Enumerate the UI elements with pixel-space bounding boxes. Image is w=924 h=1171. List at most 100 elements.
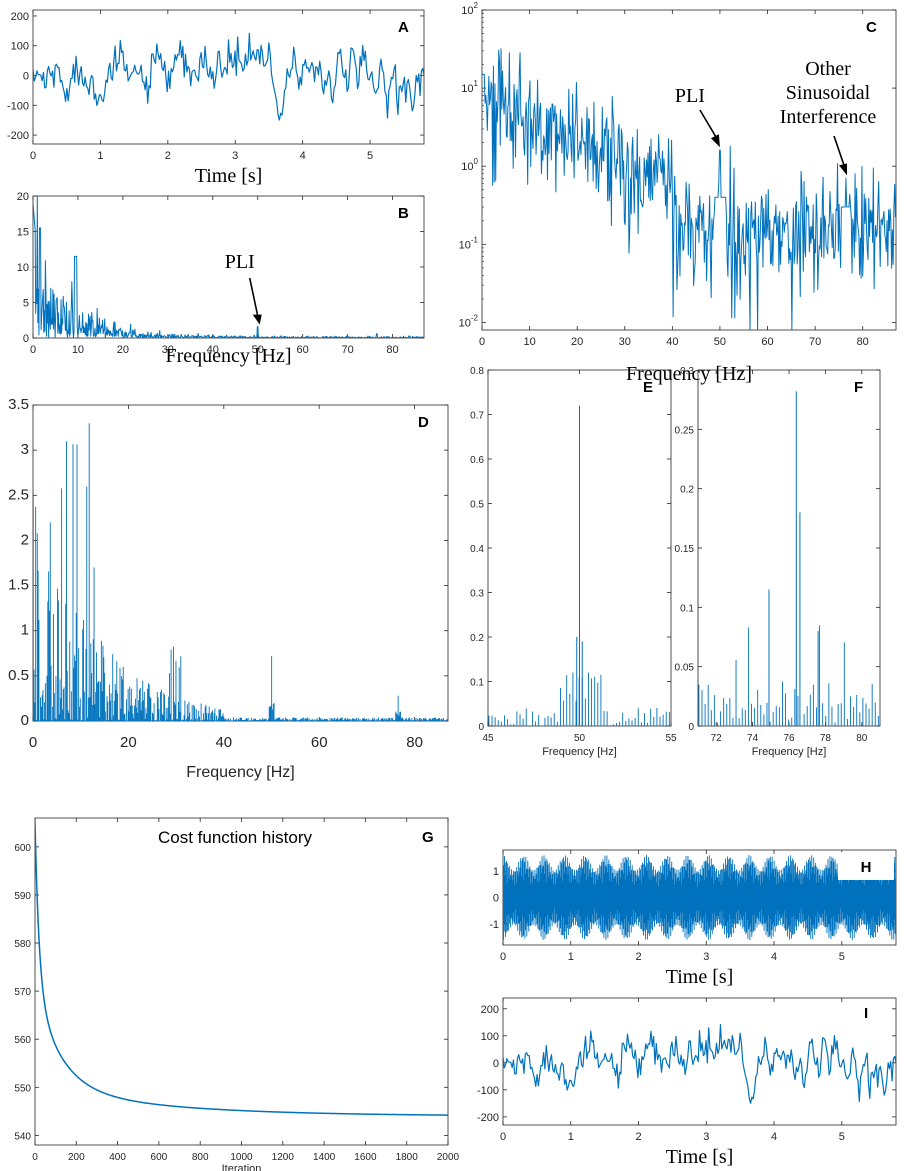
annotation-arrow-shaft [833, 135, 846, 169]
panel-d-series [33, 423, 448, 721]
x-tick-label: 20 [120, 734, 137, 751]
x-tick-label: 50 [574, 733, 586, 744]
y-tick-label: 0.7 [470, 411, 484, 422]
y-tick-label: 580 [14, 939, 31, 950]
y-tick-label: 590 [14, 891, 31, 902]
panel-i-series [503, 1023, 896, 1104]
panel-c: 0 10 20 30 40 50 60 70 80 102 101 100 10-1 10-2 C Frequ… [459, 1, 897, 385]
x-tick-label: 2000 [437, 1152, 460, 1163]
y-tick-label: -1 [489, 919, 499, 931]
x-tick-label: 20 [117, 344, 129, 356]
panel-g: 0 200 400 600 800 1000 1200 1400 1600 1800 2000 540… [14, 817, 460, 1171]
x-axis-label: Time [s] [195, 165, 263, 187]
x-tick-label: 4 [300, 150, 306, 162]
y-tick-label: 100 [461, 157, 478, 173]
y-tick-label: -200 [7, 130, 29, 142]
x-tick-label: 80 [386, 344, 398, 356]
panel-letter-b: B [398, 205, 409, 222]
axes-box [697, 369, 881, 727]
x-tick-label: 0 [29, 734, 37, 751]
axes-box [502, 997, 897, 1126]
y-tick-label: 2 [21, 531, 29, 548]
x-tick-label: 72 [711, 733, 723, 744]
x-tick-label: 1000 [230, 1152, 253, 1163]
y-tick-label: 0 [21, 712, 29, 729]
x-tick-label: 0 [500, 951, 506, 963]
panel-title: Cost function history [158, 828, 313, 847]
panel-a: 0 1 2 3 4 5 -200 -100 0 100 200 A Time [s] [7, 9, 425, 187]
x-tick-label: 1 [568, 1131, 574, 1143]
x-axis-label: Frequency [Hz] [165, 345, 291, 367]
x-tick-label: 2 [635, 951, 641, 963]
x-tick-label: 0 [30, 344, 36, 356]
panel-b-series [33, 196, 424, 338]
x-tick-label: 40 [666, 336, 678, 348]
x-tick-label: 600 [151, 1152, 168, 1163]
y-tick-label: 2.5 [8, 486, 29, 503]
panel-letter-d: D [418, 414, 429, 431]
y-tick-label: 1.5 [8, 577, 29, 594]
panel-e: 45 50 55 0 0.1 0.2 0.3 0.4 0.5 0.6 0.7 0.8 E Frequenc… [470, 366, 677, 758]
x-tick-label: 78 [820, 733, 832, 744]
y-tick-label: 0 [688, 722, 694, 733]
x-tick-label: 2 [165, 150, 171, 162]
y-tick-label: 3 [21, 441, 29, 458]
x-tick-label: 2 [635, 1131, 641, 1143]
annotation-arrowhead [710, 134, 720, 148]
panel-letter-e: E [643, 379, 653, 396]
x-tick-label: 20 [571, 336, 583, 348]
annotation-arrow-shaft [248, 277, 260, 321]
annotation-other-line: Other [805, 58, 851, 80]
x-tick-label: 0 [500, 1131, 506, 1143]
x-axis-label: Iteration [222, 1163, 262, 1171]
y-tick-label: 15 [17, 227, 29, 239]
y-tick-label: 0.4 [470, 544, 484, 555]
panel-letter-a: A [398, 19, 409, 36]
y-tick-label: 0.2 [680, 485, 694, 496]
y-tick-label: 550 [14, 1083, 31, 1094]
x-tick-label: 1 [97, 150, 103, 162]
y-tick-label: 0.1 [680, 603, 694, 614]
y-tick-label: 0.2 [470, 633, 484, 644]
y-tick-label: 0 [493, 1058, 499, 1070]
x-tick-label: 30 [162, 344, 174, 356]
panel-h: 0 1 2 3 4 5 -1 0 1 H Time [s] [489, 849, 897, 988]
panel-b: 0 10 20 30 40 50 60 70 80 0 5 10 15 20 B Frequency [Hz]… [17, 191, 425, 367]
x-tick-label: 1800 [396, 1152, 419, 1163]
x-tick-label: 1600 [354, 1152, 377, 1163]
annotation-arrowhead [252, 314, 262, 325]
x-tick-label: 70 [809, 336, 821, 348]
interference-line [503, 854, 896, 941]
panel-letter-c: C [866, 19, 877, 36]
x-tick-label: 60 [311, 734, 328, 751]
y-tick-label: 1 [21, 622, 29, 639]
eeg-line [33, 32, 424, 121]
x-tick-label: 80 [406, 734, 423, 751]
x-tick-label: 50 [714, 336, 726, 348]
annotation-other-line: Sinusoidal [786, 82, 871, 104]
x-axis-label: Frequency [Hz] [626, 363, 752, 385]
x-tick-label: 200 [68, 1152, 85, 1163]
x-tick-label: 55 [665, 733, 677, 744]
y-tick-label: 0.5 [470, 500, 484, 511]
panel-e-series [488, 405, 670, 726]
y-tick-label: 20 [17, 191, 29, 203]
y-tick-label: 100 [11, 41, 29, 53]
x-tick-label: 76 [783, 733, 795, 744]
x-tick-label: 60 [761, 336, 773, 348]
annotation-arrowhead [839, 163, 848, 176]
y-tick-label: 0 [478, 722, 484, 733]
x-tick-label: 0 [32, 1152, 38, 1163]
x-tick-label: 4 [771, 1131, 777, 1143]
panel-g-series [35, 822, 448, 1116]
x-tick-label: 80 [856, 733, 868, 744]
annotation-other-line: Interference [780, 106, 877, 128]
y-tick-label: 570 [14, 987, 31, 998]
x-tick-label: 40 [215, 734, 232, 751]
y-tick-label: 0.3 [470, 589, 484, 600]
y-tick-label: 0 [23, 333, 29, 345]
y-tick-label: 100 [481, 1031, 499, 1043]
y-tick-label: 0.3 [680, 366, 694, 377]
y-tick-label: 200 [481, 1004, 499, 1016]
y-tick-label: 200 [11, 11, 29, 23]
